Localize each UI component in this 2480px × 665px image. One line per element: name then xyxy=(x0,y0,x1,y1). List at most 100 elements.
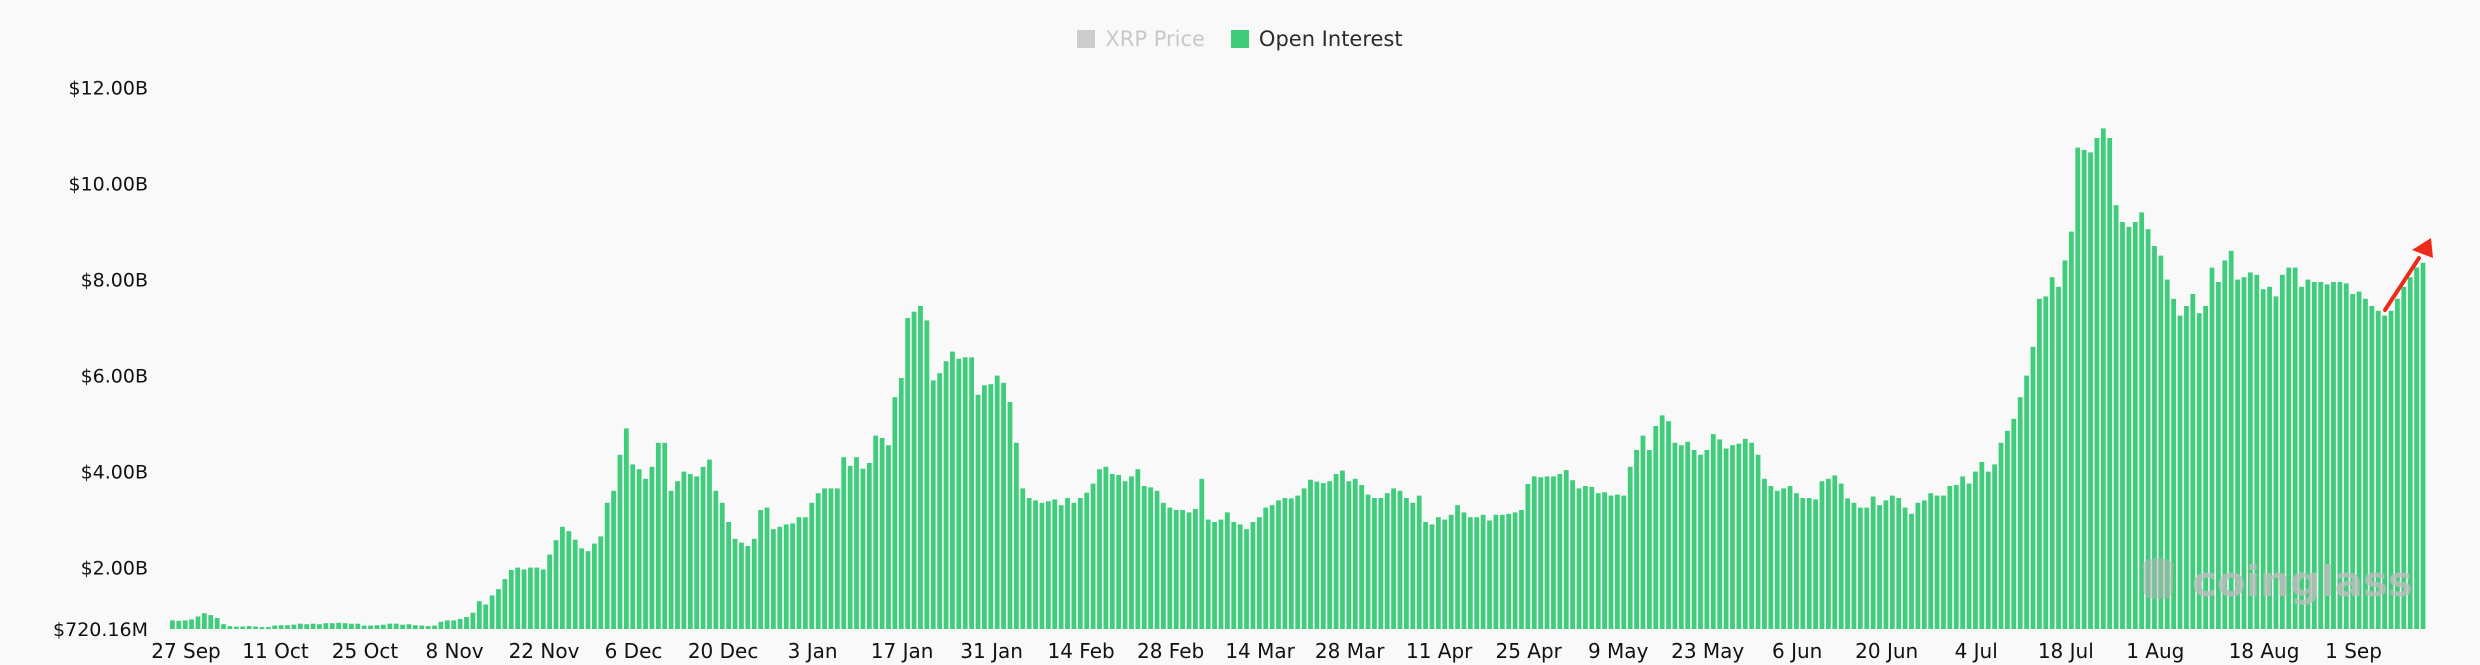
bar[interactable] xyxy=(585,551,591,629)
bar[interactable] xyxy=(2100,128,2106,629)
bar[interactable] xyxy=(2062,260,2068,629)
bar[interactable] xyxy=(1723,448,1729,630)
bar[interactable] xyxy=(1506,513,1512,629)
bar[interactable] xyxy=(2401,286,2407,629)
bar[interactable] xyxy=(598,536,604,629)
bar[interactable] xyxy=(1141,486,1147,629)
bar[interactable] xyxy=(1397,490,1403,629)
bar[interactable] xyxy=(329,623,335,629)
bar[interactable] xyxy=(1039,502,1045,629)
bar[interactable] xyxy=(1921,500,1927,629)
bar[interactable] xyxy=(1052,499,1058,629)
bar[interactable] xyxy=(758,510,764,629)
bar[interactable] xyxy=(2337,282,2343,629)
bar[interactable] xyxy=(1710,434,1716,629)
bar[interactable] xyxy=(790,523,795,629)
bar[interactable] xyxy=(1205,519,1211,629)
bar[interactable] xyxy=(2369,306,2375,629)
bar[interactable] xyxy=(732,538,738,629)
bar[interactable] xyxy=(1148,487,1154,629)
bar[interactable] xyxy=(2241,277,2247,629)
bar[interactable] xyxy=(630,464,636,629)
bar[interactable] xyxy=(1467,517,1473,629)
bar[interactable] xyxy=(240,626,246,629)
bar[interactable] xyxy=(508,570,514,629)
bar[interactable] xyxy=(1864,507,1870,629)
bar[interactable] xyxy=(2203,306,2209,629)
bar[interactable] xyxy=(2126,226,2132,630)
bar[interactable] xyxy=(700,466,706,629)
bar[interactable] xyxy=(847,465,853,629)
bar[interactable] xyxy=(1666,421,1671,629)
bar[interactable] xyxy=(611,490,616,629)
bar[interactable] xyxy=(1282,498,1288,629)
bar[interactable] xyxy=(1544,476,1550,629)
bar[interactable] xyxy=(675,481,680,629)
bar[interactable] xyxy=(2158,255,2164,629)
bar[interactable] xyxy=(534,567,540,629)
bar[interactable] xyxy=(259,627,265,630)
bar[interactable] xyxy=(1570,480,1576,629)
bar[interactable] xyxy=(1698,454,1703,629)
bar[interactable] xyxy=(502,579,508,629)
bar[interactable] xyxy=(1794,493,1799,629)
bar[interactable] xyxy=(1634,450,1639,629)
bar[interactable] xyxy=(950,351,955,629)
bar[interactable] xyxy=(1947,486,1953,629)
bar[interactable] xyxy=(1806,498,1812,629)
bar[interactable] xyxy=(988,384,994,629)
bar[interactable] xyxy=(2292,267,2298,629)
bar[interactable] xyxy=(1576,488,1582,629)
bar[interactable] xyxy=(1512,512,1518,629)
bar[interactable] xyxy=(2414,267,2419,629)
bar[interactable] xyxy=(1915,502,1921,629)
bar[interactable] xyxy=(994,375,1000,629)
bar[interactable] xyxy=(2235,279,2240,629)
bar[interactable] xyxy=(1442,519,1448,629)
bar[interactable] xyxy=(1097,469,1102,629)
bar[interactable] xyxy=(834,488,840,629)
bar[interactable] xyxy=(1889,495,1895,629)
bar[interactable] xyxy=(361,625,367,629)
bar[interactable] xyxy=(1819,481,1825,629)
bar[interactable] xyxy=(1487,520,1492,630)
bar[interactable] xyxy=(1896,498,1902,629)
bar[interactable] xyxy=(924,320,930,629)
bar[interactable] xyxy=(2177,315,2183,629)
bar[interactable] xyxy=(1583,486,1588,629)
bar[interactable] xyxy=(1557,474,1563,629)
bar[interactable] xyxy=(1627,466,1633,629)
bar[interactable] xyxy=(2113,205,2119,629)
bar[interactable] xyxy=(189,619,194,629)
bar[interactable] xyxy=(854,457,859,629)
bar[interactable] xyxy=(1359,485,1365,629)
bar[interactable] xyxy=(2005,430,2010,629)
bar[interactable] xyxy=(2190,294,2196,629)
bar[interactable] xyxy=(2164,279,2170,629)
bar[interactable] xyxy=(182,620,188,629)
bar[interactable] xyxy=(2311,282,2317,629)
bar[interactable] xyxy=(553,540,559,629)
bar[interactable] xyxy=(1276,500,1281,629)
bar[interactable] xyxy=(2318,282,2324,629)
bar[interactable] xyxy=(540,569,546,630)
bar[interactable] xyxy=(707,459,712,629)
bar[interactable] xyxy=(297,623,303,629)
bar[interactable] xyxy=(579,548,584,629)
bar[interactable] xyxy=(2139,212,2145,629)
bar[interactable] xyxy=(898,378,904,629)
bar[interactable] xyxy=(1941,495,1946,629)
bar[interactable] xyxy=(1474,517,1480,629)
bar[interactable] xyxy=(1781,488,1787,629)
bar[interactable] xyxy=(1883,500,1889,629)
bar[interactable] xyxy=(1020,488,1026,629)
bar[interactable] xyxy=(374,625,380,629)
bar[interactable] xyxy=(368,625,373,629)
bar[interactable] xyxy=(1084,492,1090,629)
bar[interactable] xyxy=(1071,502,1077,629)
bar[interactable] xyxy=(387,623,393,629)
bar[interactable] xyxy=(937,373,943,629)
bar[interactable] xyxy=(1832,475,1838,629)
bar[interactable] xyxy=(879,438,885,629)
bar[interactable] xyxy=(2011,418,2017,629)
